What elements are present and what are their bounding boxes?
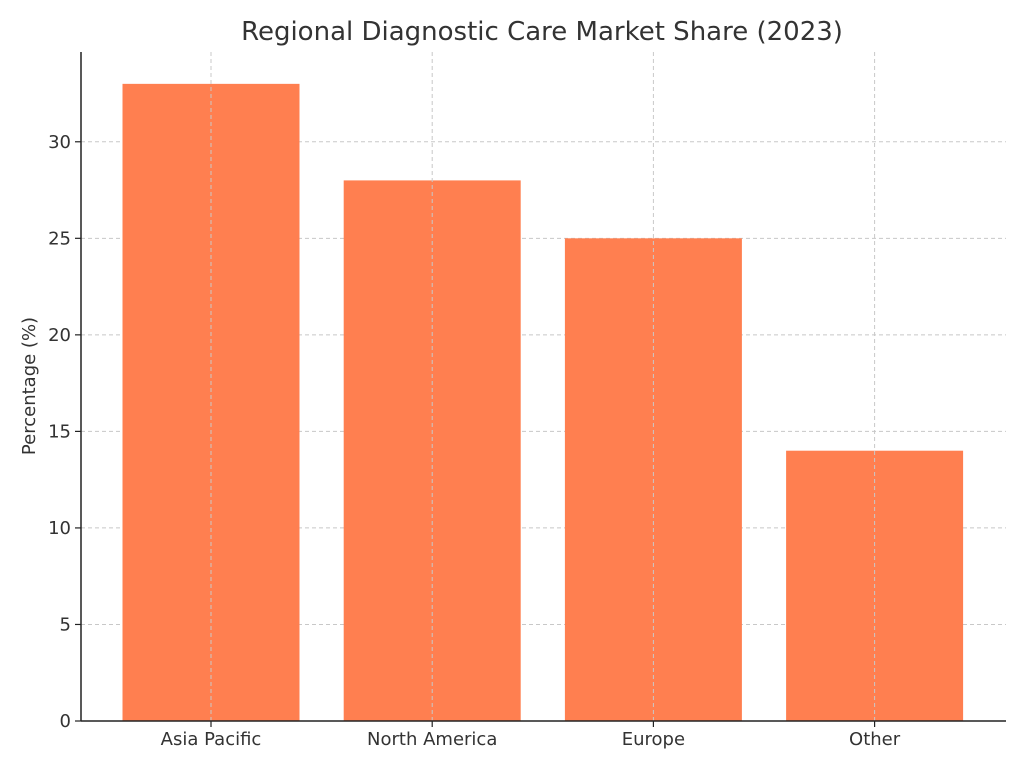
x-ticks: Asia Pacific North America Europe Other	[161, 721, 901, 750]
chart-title: Regional Diagnostic Care Market Share (2…	[241, 17, 843, 47]
y-tick-label: 20	[48, 325, 71, 346]
y-axis-label: Percentage (%)	[19, 317, 40, 455]
y-tick-label: 0	[60, 711, 71, 732]
x-grid-lines	[210, 52, 876, 721]
x-tick-label: Asia Pacific	[161, 729, 262, 750]
axes	[80, 52, 1006, 722]
y-tick-label: 30	[48, 132, 71, 153]
y-tick-label: 25	[48, 228, 71, 249]
y-ticks: 0 5 10 15 20 25 30	[48, 132, 81, 732]
y-tick-label: 15	[48, 421, 71, 442]
x-tick-label: Other	[849, 729, 901, 750]
y-tick-label: 10	[48, 518, 71, 539]
y-tick-label: 5	[60, 614, 71, 635]
x-tick-label: North America	[367, 729, 497, 750]
bars	[122, 83, 964, 722]
x-tick-label: Europe	[622, 729, 685, 750]
bar-north-america	[343, 180, 521, 722]
